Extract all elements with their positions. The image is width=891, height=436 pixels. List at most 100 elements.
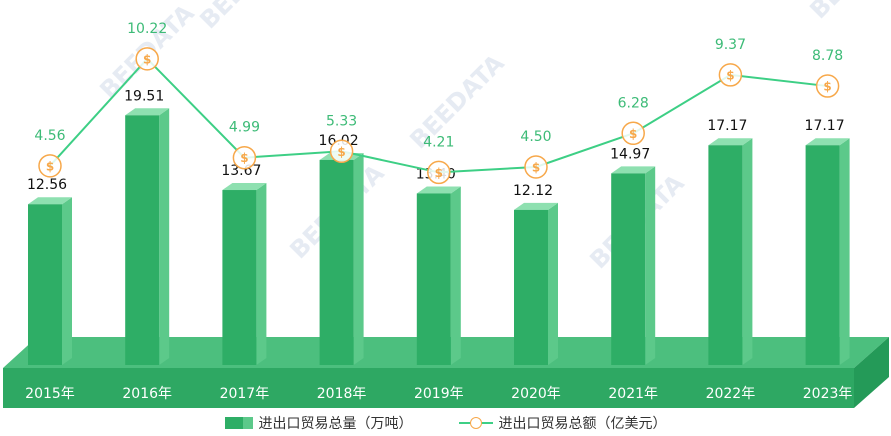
bar-top-8 bbox=[805, 138, 850, 146]
line-value-label-3: 5.33 bbox=[326, 113, 357, 129]
legend-line-swatch bbox=[458, 416, 493, 430]
floor-front bbox=[3, 368, 854, 408]
category-label-6: 2021年 bbox=[608, 386, 658, 402]
bar-side-6 bbox=[645, 166, 656, 365]
category-label-0: 2015年 bbox=[25, 386, 75, 402]
line-series: $ $ $ $ $ $ $ $ $ bbox=[38, 47, 840, 185]
line-value-label-7: 9.37 bbox=[715, 37, 746, 53]
line-point-4: $ bbox=[427, 160, 451, 185]
legend-bar-label: 进出口贸易总量（万吨） bbox=[258, 416, 413, 432]
bar-value-label-1: 19.51 bbox=[124, 88, 164, 104]
bar-side-0 bbox=[62, 197, 72, 365]
bar-front-4 bbox=[416, 193, 451, 365]
bar-4 bbox=[416, 186, 461, 365]
bar-side-2 bbox=[256, 183, 267, 365]
bar-side-8 bbox=[839, 138, 850, 365]
watermark-layer: BEEDATABEEDATABEEDATABEEDATABEEDATABEEDA… bbox=[94, 0, 891, 274]
line-marker-glyph-0: $ bbox=[46, 159, 54, 173]
bar-7 bbox=[708, 138, 753, 365]
line-marker-glyph-7: $ bbox=[726, 68, 734, 82]
line-point-2: $ bbox=[232, 145, 257, 170]
line-marker-glyph-8: $ bbox=[823, 80, 831, 94]
line-marker-glyph-2: $ bbox=[240, 151, 248, 165]
bar-side-7 bbox=[742, 138, 753, 365]
bar-value-label-0: 12.56 bbox=[27, 177, 67, 193]
line-marker-ring-5 bbox=[524, 155, 548, 179]
bar-0 bbox=[28, 197, 72, 365]
watermark-text-0: BEEDATA bbox=[194, 0, 300, 34]
legend: 进出口贸易总量（万吨） 进出口贸易总额（亿美元） bbox=[0, 410, 891, 436]
bar-top-6 bbox=[611, 166, 656, 174]
bar-side-4 bbox=[450, 186, 461, 365]
line-value-label-2: 4.99 bbox=[229, 120, 260, 136]
category-label-2: 2017年 bbox=[220, 386, 270, 402]
category-label-5: 2020年 bbox=[511, 386, 561, 402]
legend-line-label: 进出口贸易总额（亿美元） bbox=[498, 416, 667, 432]
bar-value-label-8: 17.17 bbox=[805, 118, 845, 134]
category-label-7: 2022年 bbox=[706, 386, 756, 402]
bar-front-5 bbox=[514, 209, 548, 365]
bar-6 bbox=[611, 166, 656, 365]
line-point-0: $ bbox=[38, 154, 62, 178]
bar-value-label-6: 14.97 bbox=[610, 146, 650, 162]
line-point-7: $ bbox=[718, 63, 743, 87]
bar-8 bbox=[805, 138, 850, 365]
bar-top-2 bbox=[222, 183, 267, 191]
line-value-label-0: 4.56 bbox=[34, 128, 65, 144]
legend-bar-swatch bbox=[224, 417, 253, 429]
line-marker-glyph-3: $ bbox=[337, 145, 345, 159]
bar-3 bbox=[319, 152, 364, 365]
line-marker-ring-3 bbox=[329, 139, 354, 164]
bar-front-1 bbox=[125, 115, 160, 365]
line-marker-glyph-4: $ bbox=[435, 166, 443, 180]
legend-item-bar[interactable]: 进出口贸易总量（万吨） bbox=[224, 413, 413, 433]
line-marker-ring-2 bbox=[232, 145, 257, 170]
watermark-text-1: BEEDATA bbox=[404, 49, 510, 155]
line-marker-glyph-1: $ bbox=[143, 52, 151, 66]
line-point-6: $ bbox=[621, 121, 645, 146]
line-value-label-8: 8.78 bbox=[812, 48, 843, 64]
line-marker-glyph-6: $ bbox=[629, 127, 637, 141]
bar-top-0 bbox=[28, 197, 72, 205]
line-point-3: $ bbox=[329, 139, 354, 164]
line-marker-ring-1 bbox=[135, 47, 159, 71]
category-label-1: 2016年 bbox=[122, 386, 172, 402]
bar-value-label-5: 12.12 bbox=[513, 183, 553, 199]
line-value-label-1: 10.22 bbox=[127, 21, 167, 37]
line-marker-glyph-5: $ bbox=[532, 160, 540, 174]
line-value-label-6: 6.28 bbox=[618, 95, 649, 111]
bar-front-7 bbox=[708, 145, 743, 365]
bar-top-4 bbox=[416, 186, 461, 194]
line-value-labels: 4.56 10.22 4.99 5.33 4.21 4.50 6.28 9.37 8.78 bbox=[34, 21, 843, 151]
bar-side-3 bbox=[353, 152, 364, 365]
bar-top-7 bbox=[708, 138, 753, 146]
bar-side-5 bbox=[548, 202, 558, 365]
bar-front-0 bbox=[28, 204, 62, 365]
category-label-8: 2023年 bbox=[803, 386, 853, 402]
bar-front-8 bbox=[805, 145, 840, 365]
watermark-text-5: BEEDATA bbox=[804, 0, 891, 24]
category-label-3: 2018年 bbox=[317, 386, 367, 402]
combo-chart: BEEDATABEEDATABEEDATABEEDATABEEDATABEEDA… bbox=[3, 0, 891, 408]
bar-value-label-7: 17.17 bbox=[707, 118, 747, 134]
line-marker-ring-6 bbox=[621, 121, 645, 146]
category-label-4: 2019年 bbox=[414, 386, 464, 402]
bar-1 bbox=[125, 108, 170, 365]
bar-side-1 bbox=[159, 108, 170, 365]
legend-item-line[interactable]: 进出口贸易总额（亿美元） bbox=[458, 413, 667, 433]
bar-series bbox=[28, 108, 850, 365]
line-point-5: $ bbox=[524, 155, 548, 179]
bar-top-5 bbox=[514, 202, 558, 210]
line-marker-ring-4 bbox=[427, 160, 451, 185]
line-marker-ring-7 bbox=[718, 63, 743, 87]
line-point-8: $ bbox=[815, 74, 840, 98]
line-marker-ring-0 bbox=[38, 154, 62, 178]
bar-front-2 bbox=[222, 190, 257, 365]
line-value-label-4: 4.21 bbox=[423, 134, 454, 150]
bar-top-1 bbox=[125, 108, 170, 116]
category-axis-labels: 2015年 2016年 2017年 2018年 2019年 2020年 2021年 2022年… bbox=[25, 386, 852, 402]
line-point-1: $ bbox=[135, 47, 159, 71]
bar-front-3 bbox=[319, 159, 354, 365]
bar-2 bbox=[222, 183, 267, 365]
bar-5 bbox=[514, 202, 558, 365]
